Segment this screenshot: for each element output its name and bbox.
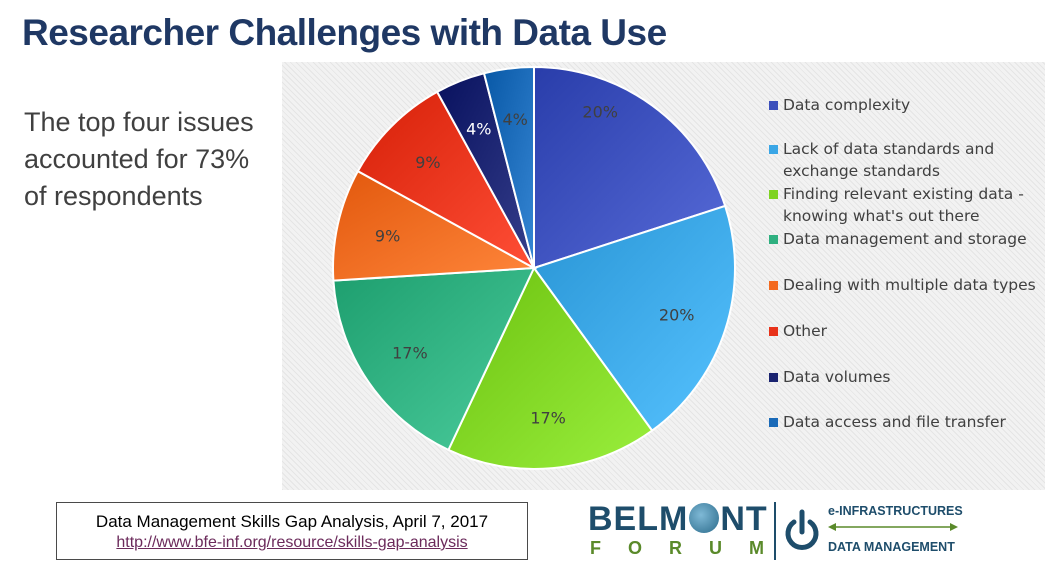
slice-label: 20%	[582, 103, 618, 122]
citation-title: Data Management Skills Gap Analysis, Apr…	[95, 512, 489, 531]
legend-label: Dealing with multiple data types	[783, 276, 1036, 294]
slice-label: 20%	[659, 305, 695, 324]
forum-wordmark: FORUM	[590, 538, 791, 558]
legend-item: Data access and file transfer	[769, 411, 1039, 433]
legend-label: Data access and file transfer	[783, 413, 1006, 431]
belmont-wordmark: BELM NT	[588, 500, 768, 539]
pie-chart-svg: 20% 20% 17% 17% 9% 9% 4% 4%	[332, 65, 736, 470]
pie-slice	[533, 65, 727, 270]
data-management-label: DATA MANAGEMENT	[828, 540, 955, 554]
citation-box: Data Management Skills Gap Analysis, Apr…	[56, 502, 528, 560]
legend-swatch	[769, 418, 778, 427]
legend-item: Other	[769, 320, 1039, 342]
slide-title: Researcher Challenges with Data Use	[22, 12, 667, 53]
pie-slice	[356, 90, 537, 271]
legend-swatch	[769, 373, 778, 382]
power-icon	[785, 509, 819, 550]
pie-slice	[447, 266, 654, 470]
legend-swatch	[769, 327, 778, 336]
pie-slice	[532, 204, 736, 433]
legend-item: Lack of data standards and exchange stan…	[769, 138, 1039, 182]
belmont-prefix: BELM	[588, 500, 689, 538]
legend-swatch	[769, 235, 778, 244]
slice-label: 9%	[375, 226, 400, 245]
legend-label: Other	[783, 322, 828, 340]
pie-slice	[482, 65, 535, 269]
e-infrastructures-label: e-INFRASTRUCTURES	[828, 504, 963, 518]
legend-label: Lack of data standards and exchange stan…	[783, 140, 995, 180]
legend-swatch	[769, 145, 778, 154]
legend-item: Data complexity	[769, 94, 1039, 116]
legend-label: Finding relevant existing data - knowing…	[783, 185, 1024, 225]
legend-swatch	[769, 281, 778, 290]
legend-item: Data volumes	[769, 366, 1039, 388]
legend-swatch	[769, 101, 778, 110]
legend-item: Dealing with multiple data types	[769, 274, 1039, 296]
legend-label: Data volumes	[783, 368, 891, 386]
citation-link[interactable]: http://www.bfe-inf.org/resource/skills-g…	[116, 534, 468, 551]
logo-divider	[774, 502, 776, 560]
slice-label: 9%	[415, 153, 440, 172]
legend-item: Finding relevant existing data - knowing…	[769, 183, 1039, 227]
legend-item: Data management and storage	[769, 228, 1039, 250]
pie-slice	[332, 169, 538, 282]
legend-label: Data complexity	[783, 96, 911, 114]
slice-label: 4%	[503, 110, 528, 129]
double-arrow-icon	[828, 523, 958, 531]
slice-label: 17%	[530, 408, 566, 427]
slice-label: 4%	[466, 120, 491, 139]
pie-chart: 20% 20% 17% 17% 9% 9% 4% 4% Data complexity Lack…	[282, 62, 1045, 490]
legend-label: Data management and storage	[783, 230, 1027, 248]
pie-slice	[332, 266, 536, 452]
globe-icon	[689, 503, 720, 533]
belmont-suffix: NT	[720, 500, 768, 538]
slice-label: 17%	[392, 343, 428, 362]
intro-text: The top four issues accounted for 73% of…	[24, 107, 254, 211]
legend-swatch	[769, 190, 778, 199]
belmont-forum-logo: BELM NT FORUM e-INFRASTRUCTURES DATA MANA…	[582, 496, 982, 566]
